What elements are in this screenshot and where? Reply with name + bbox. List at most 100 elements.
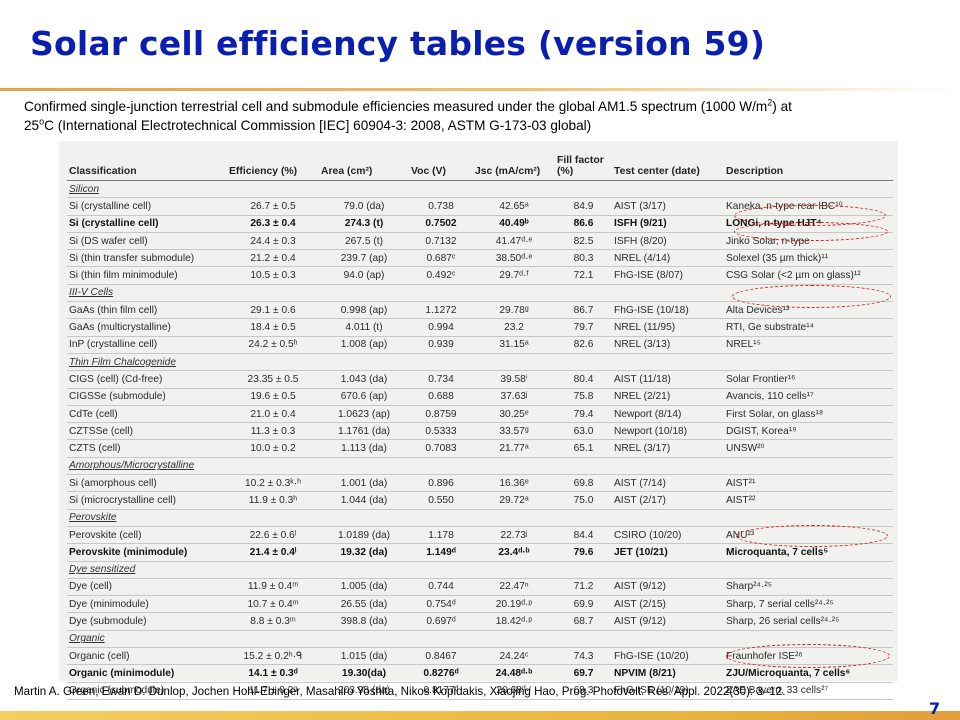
table-cell: 29.7ᵈ·ᶠ: [473, 266, 555, 285]
section-label: III-V Cells: [67, 284, 893, 303]
table-row: Organic (cell) 15.2 ± 0.2ʰ·ᑫ 1.015 (da) 0.8…: [67, 647, 893, 666]
table-cell: 39.58ⁱ: [473, 370, 555, 389]
table-cell: Newport (10/18): [612, 422, 724, 441]
table-cell: Perovskite (minimodule): [67, 543, 227, 562]
table-cell: 0.492ᶜ: [409, 266, 473, 285]
table-cell: 33.57ᵍ: [473, 422, 555, 441]
table-cell: UNSW²⁰: [724, 439, 893, 458]
table-cell: AIST (11/18): [612, 370, 724, 389]
table-cell: Kaneka, n-type rear IBC¹⁰: [724, 197, 893, 216]
table-cell: 82.5: [555, 232, 612, 251]
table-row: Organic (minimodule) 14.1 ± 0.3ᵈ 19.30(da)…: [67, 664, 893, 683]
table-cell: 37.63ʲ: [473, 388, 555, 406]
column-header: Jsc (mA/cm²): [473, 145, 555, 181]
table-cell: 19.30(da): [319, 664, 409, 683]
table-cell: 1.0623 (ap): [319, 405, 409, 424]
table-cell: 16.36ᵉ: [473, 474, 555, 493]
table-cell: 0.998 (ap): [319, 301, 409, 320]
table-cell: 38.50ᵈ·ᵉ: [473, 249, 555, 268]
table-cell: 1.0189 (da): [319, 526, 409, 545]
table-cell: Sharp, 7 serial cells²⁴·²⁵: [724, 595, 893, 614]
table-row: Perovskite (cell) 22.6 ± 0.6ˡ 1.0189 (da) 1…: [67, 526, 893, 545]
table-cell: 398.8 (da): [319, 612, 409, 631]
table-cell: Alta Devices¹³: [724, 301, 893, 320]
table-cell: NREL (11/95): [612, 318, 724, 337]
table-cell: 20.68ᵈ·ʳ: [473, 682, 555, 700]
table-cell: 0.688: [409, 388, 473, 406]
table-cell: FhG-ISE (10/18): [612, 301, 724, 320]
table-cell: CIGS (cell) (Cd-free): [67, 370, 227, 389]
table-cell: 79.7: [555, 318, 612, 337]
table-cell: 1.178: [409, 526, 473, 545]
table-cell: 80.3: [555, 249, 612, 268]
table-cell: Si (thin transfer submodule): [67, 249, 227, 268]
table-cell: 18.4 ± 0.5: [227, 318, 319, 337]
table-row: Dye (minimodule) 10.7 ± 0.4ᵐ 26.55 (da) 0.7…: [67, 595, 893, 614]
table-cell: FhG-ISE (8/07): [612, 266, 724, 285]
table-row: Si (DS wafer cell) 24.4 ± 0.3 267.5 (t) 0.7…: [67, 232, 893, 251]
table-cell: 0.7083: [409, 439, 473, 458]
table-cell: 29.72ᵃ: [473, 491, 555, 510]
table-cell: 22.47ⁿ: [473, 578, 555, 597]
table-cell: 0.939: [409, 336, 473, 354]
column-header: Fill factor (%): [555, 145, 612, 181]
table-cell: 0.744: [409, 578, 473, 597]
column-header: Area (cm²): [319, 145, 409, 181]
table-cell: 0.687ᶜ: [409, 249, 473, 268]
table-caption: Confirmed single-junction terrestrial ce…: [24, 97, 934, 135]
table-cell: 1.043 (da): [319, 370, 409, 389]
table-cell: 10.7 ± 0.4ᵐ: [227, 595, 319, 614]
section-row: Silicon: [67, 180, 893, 199]
caption-text-2: ) at: [772, 99, 792, 114]
section-label: Silicon: [67, 180, 893, 199]
table-cell: 1.044 (da): [319, 491, 409, 510]
section-row: Amorphous/Microcrystalline: [67, 457, 893, 476]
table-cell: 80.4: [555, 370, 612, 389]
table-cell: NREL (2/21): [612, 388, 724, 406]
table-row: Si (thin transfer submodule) 21.2 ± 0.4 23…: [67, 249, 893, 268]
table-cell: Si (thin film minimodule): [67, 266, 227, 285]
table-cell: 79.6: [555, 543, 612, 562]
table-cell: 69.8: [555, 474, 612, 493]
table-cell: 23.35 ± 0.5: [227, 370, 319, 389]
table-cell: Si (crystalline cell): [67, 197, 227, 216]
table-cell: 68.7: [555, 612, 612, 631]
table-cell: 24.24ᶜ: [473, 647, 555, 666]
table-cell: ANU²³: [724, 526, 893, 545]
table-row: InP (crystalline cell) 24.2 ± 0.5ʰ 1.008 (…: [67, 336, 893, 354]
table-row: Dye (submodule) 8.8 ± 0.3ᵐ 398.8 (da) 0.697…: [67, 612, 893, 631]
table-cell: 41.47ᵈ·ᵉ: [473, 232, 555, 251]
section-label: Amorphous/Microcrystalline: [67, 457, 893, 476]
table-cell: 10.5 ± 0.3: [227, 266, 319, 285]
table-cell: NREL (3/13): [612, 336, 724, 354]
table-cell: NREL (3/17): [612, 439, 724, 458]
table-cell: 239.7 (ap): [319, 249, 409, 268]
table-cell: 0.7132: [409, 232, 473, 251]
table-cell: 19.6 ± 0.5: [227, 388, 319, 406]
section-label: Organic: [67, 630, 893, 649]
table-cell: 69.3: [555, 682, 612, 700]
table-cell: Fraunhofer ISE²⁶: [724, 647, 893, 666]
table-cell: Dye (minimodule): [67, 595, 227, 614]
table-cell: Jinko Solar, n-type: [724, 232, 893, 251]
section-label: Dye sensitized: [67, 561, 893, 579]
table-row: Dye (cell) 11.9 ± 0.4ᵐ 1.005 (da) 0.744 22.4…: [67, 578, 893, 597]
column-header: Classification: [67, 145, 227, 181]
section-row: III-V Cells: [67, 284, 893, 303]
table-cell: 21.4 ± 0.4ˡ: [227, 543, 319, 562]
table-cell: 22.6 ± 0.6ˡ: [227, 526, 319, 545]
table-cell: 0.8759: [409, 405, 473, 424]
table-cell: 86.7: [555, 301, 612, 320]
table-cell: 0.697ᵈ: [409, 612, 473, 631]
table-cell: 21.2 ± 0.4: [227, 249, 319, 268]
table-cell: 21.0 ± 0.4: [227, 405, 319, 424]
table-cell: 79.4: [555, 405, 612, 424]
table-row: CdTe (cell) 21.0 ± 0.4 1.0623 (ap) 0.8759 30…: [67, 405, 893, 424]
section-row: Thin Film Chalcogenide: [67, 353, 893, 372]
table-cell: First Solar, on glass¹⁸: [724, 405, 893, 424]
table-cell: CSIRO (10/20): [612, 526, 724, 545]
table-cell: 23.2: [473, 318, 555, 337]
column-header: Voc (V): [409, 145, 473, 181]
caption-text-3: 25: [24, 118, 40, 133]
table-cell: 94.0 (ap): [319, 266, 409, 285]
